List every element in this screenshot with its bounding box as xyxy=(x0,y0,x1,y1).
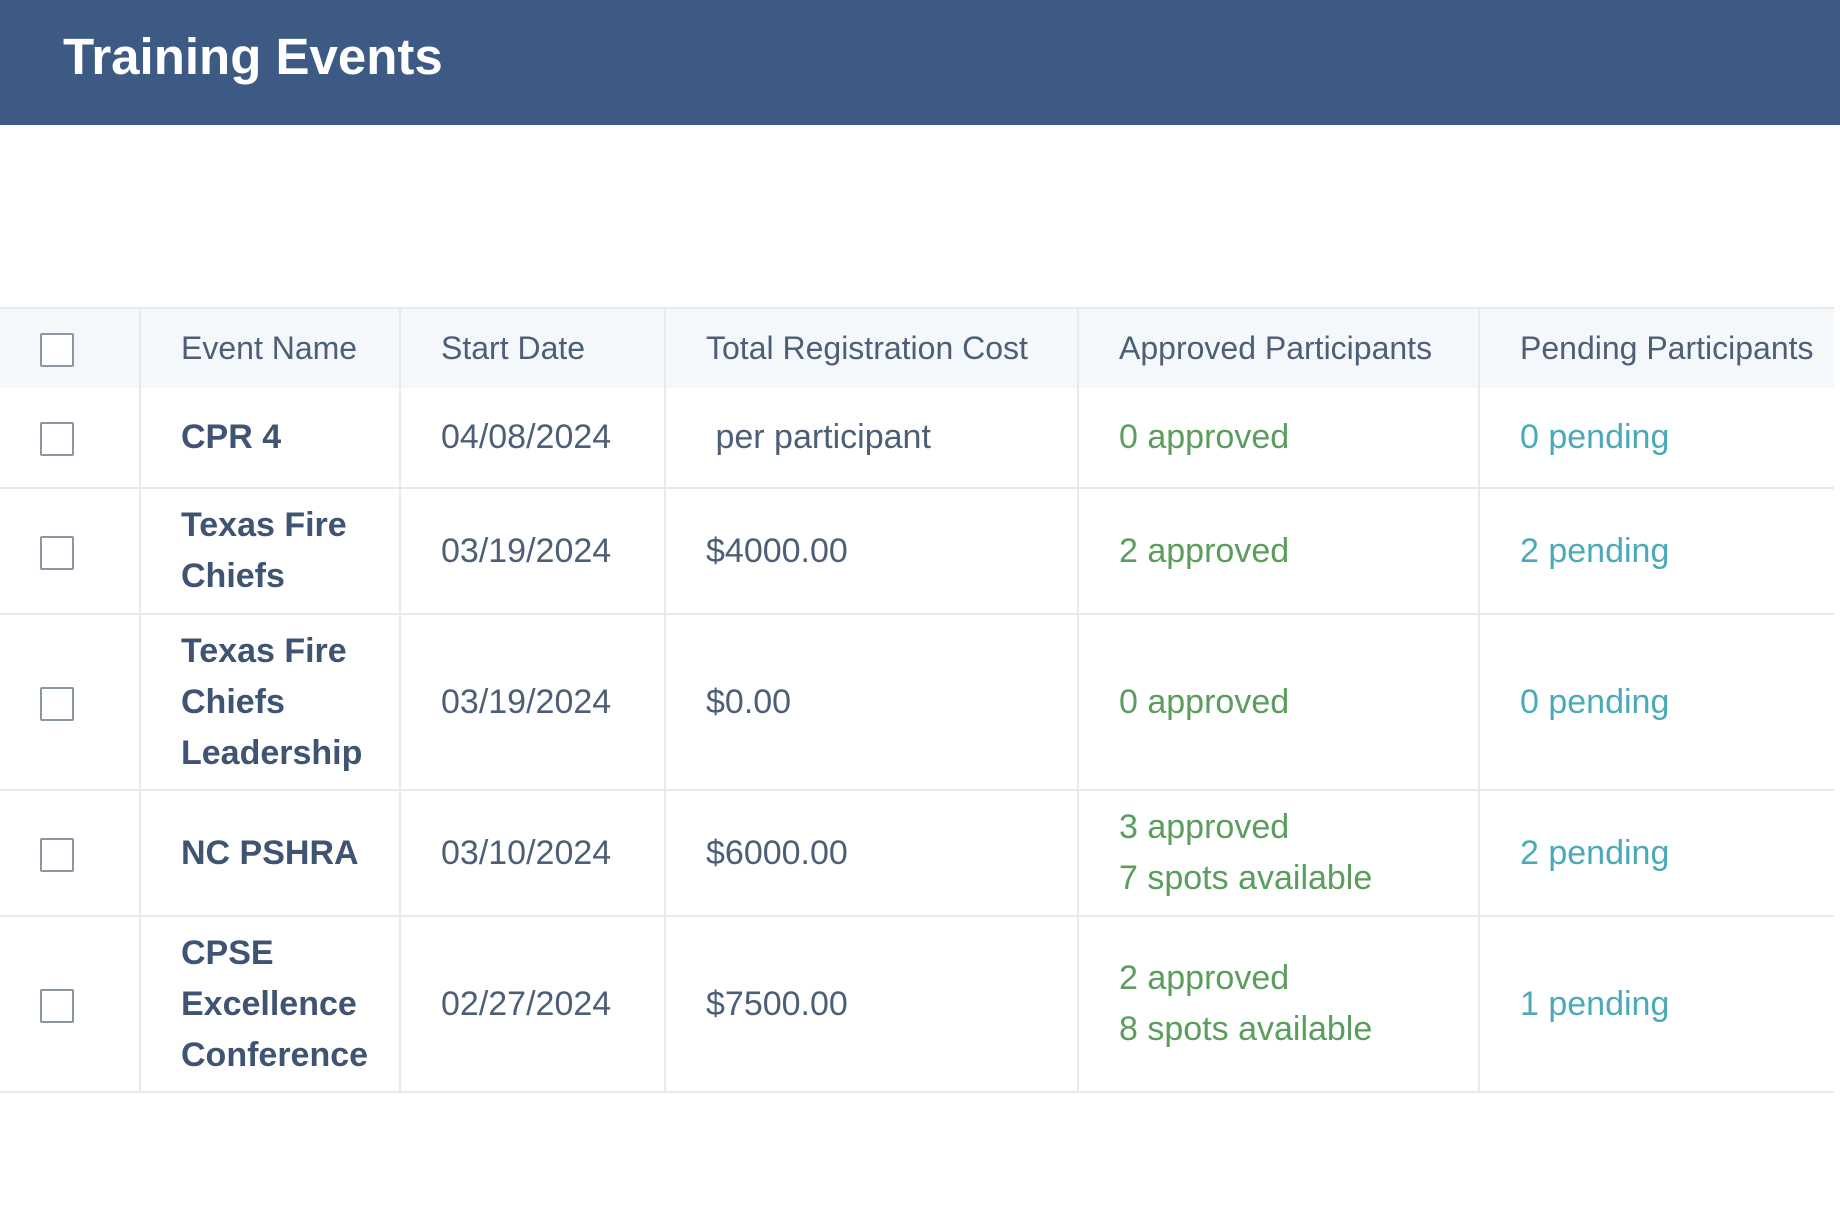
cost-cell: $0.00 xyxy=(665,614,1079,790)
column-header-event-name[interactable]: Event Name xyxy=(140,308,401,388)
pending-link[interactable]: 2 pending xyxy=(1520,531,1670,570)
row-select-cell xyxy=(0,916,141,1092)
column-header-start-date[interactable]: Start Date xyxy=(400,308,666,388)
table-row: Texas Fire Chiefs 03/19/2024 $4000.00 2 … xyxy=(0,488,1834,614)
row-checkbox[interactable] xyxy=(40,535,74,570)
start-date-cell: 03/10/2024 xyxy=(400,790,666,916)
event-name[interactable]: Texas Fire Chiefs Leadership xyxy=(181,631,363,772)
approved-cell: 3 approved 7 spots available xyxy=(1078,790,1480,916)
row-checkbox[interactable] xyxy=(40,837,74,872)
cost-cell: $7500.00 xyxy=(665,916,1079,1092)
start-date-cell: 03/19/2024 xyxy=(400,614,666,790)
row-checkbox[interactable] xyxy=(40,686,74,721)
approved-link[interactable]: 3 approved xyxy=(1119,808,1290,846)
table-row: NC PSHRA 03/10/2024 $6000.00 3 approved … xyxy=(0,790,1834,916)
event-name-cell: Texas Fire Chiefs Leadership xyxy=(140,614,401,790)
approved-cell: 0 approved xyxy=(1078,388,1480,488)
start-date-cell: 04/08/2024 xyxy=(400,388,666,488)
cost-cell: per participant xyxy=(665,388,1079,488)
pending-link[interactable]: 0 pending xyxy=(1520,418,1670,456)
row-select-cell xyxy=(0,614,141,790)
select-all-checkbox[interactable] xyxy=(40,333,74,368)
pending-link[interactable]: 2 pending xyxy=(1520,833,1670,872)
table-row: CPR 4 04/08/2024 per participant 0 appro… xyxy=(0,388,1834,488)
start-date-cell: 03/19/2024 xyxy=(400,488,666,614)
event-name[interactable]: Texas Fire Chiefs xyxy=(181,506,347,595)
approved-cell: 0 approved xyxy=(1078,614,1480,790)
approved-link[interactable]: 0 approved xyxy=(1119,418,1290,456)
spots-available: 8 spots available xyxy=(1119,1010,1373,1048)
approved-cell: 2 approved xyxy=(1078,488,1480,614)
spots-available: 7 spots available xyxy=(1119,859,1373,897)
pending-cell: 2 pending xyxy=(1479,790,1834,916)
event-name[interactable]: CPR 4 xyxy=(181,418,282,456)
pending-cell: 2 pending xyxy=(1479,488,1834,614)
table-header-row: Event Name Start Date Total Registration… xyxy=(0,308,1834,388)
row-checkbox[interactable] xyxy=(40,422,74,457)
column-header-total-registration-cost[interactable]: Total Registration Cost xyxy=(665,308,1079,388)
pending-cell: 0 pending xyxy=(1479,388,1834,488)
approved-link[interactable]: 2 approved xyxy=(1119,531,1290,570)
approved-link[interactable]: 2 approved xyxy=(1119,959,1290,997)
row-checkbox[interactable] xyxy=(40,988,74,1023)
event-name[interactable]: NC PSHRA xyxy=(181,833,359,872)
column-header-approved-participants[interactable]: Approved Participants xyxy=(1078,308,1480,388)
page-header: Training Events xyxy=(0,0,1840,125)
cost-cell: $4000.00 xyxy=(665,488,1079,614)
approved-link[interactable]: 0 approved xyxy=(1119,682,1290,721)
event-name[interactable]: CPSE Excellence Conference xyxy=(181,933,369,1074)
event-name-cell: CPSE Excellence Conference xyxy=(140,916,401,1092)
row-select-cell xyxy=(0,488,141,614)
column-header-pending-participants[interactable]: Pending Participants xyxy=(1520,330,1814,366)
pending-link[interactable]: 0 pending xyxy=(1520,682,1670,721)
row-select-cell xyxy=(0,388,141,488)
event-name-cell: Texas Fire Chiefs xyxy=(140,488,401,614)
training-events-table: Event Name Start Date Total Registration… xyxy=(0,307,1834,1093)
cost-cell: $6000.00 xyxy=(665,790,1079,916)
pending-cell: 1 pending xyxy=(1479,916,1834,1092)
table-row: CPSE Excellence Conference 02/27/2024 $7… xyxy=(0,916,1834,1092)
start-date-cell: 02/27/2024 xyxy=(400,916,666,1092)
approved-cell: 2 approved 8 spots available xyxy=(1078,916,1480,1092)
select-all-cell xyxy=(0,308,141,388)
pending-cell: 0 pending xyxy=(1479,614,1834,790)
event-name-cell: CPR 4 xyxy=(140,388,401,488)
page-title: Training Events xyxy=(63,28,443,85)
pending-link[interactable]: 1 pending xyxy=(1520,984,1670,1023)
table-row: Texas Fire Chiefs Leadership 03/19/2024 … xyxy=(0,614,1834,790)
event-name-cell: NC PSHRA xyxy=(140,790,401,916)
row-select-cell xyxy=(0,790,141,916)
